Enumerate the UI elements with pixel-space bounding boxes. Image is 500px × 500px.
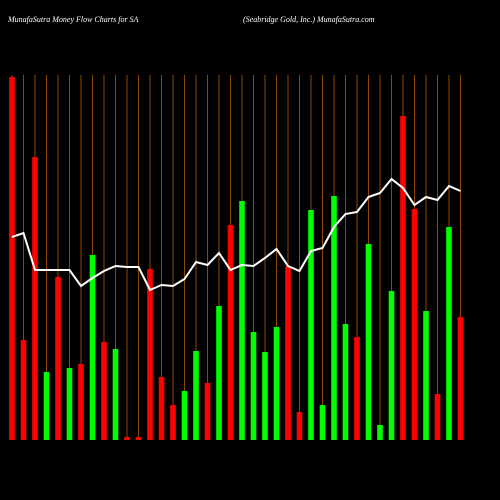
bar [365, 244, 372, 440]
bar [124, 437, 130, 440]
bar [377, 425, 383, 440]
bar [388, 291, 395, 440]
bar [227, 225, 234, 440]
bar [89, 255, 96, 440]
bar [331, 196, 337, 440]
bar [112, 349, 119, 440]
bar [446, 227, 452, 440]
bar [239, 201, 245, 440]
bar [457, 317, 464, 440]
bar [204, 383, 211, 440]
bar [32, 157, 38, 440]
bar [262, 352, 268, 440]
bar [78, 364, 84, 440]
bar [319, 405, 326, 440]
bar [216, 306, 222, 440]
chart-subtitle: (Seabridge Gold, Inc.) MunafaSutra.com [243, 15, 375, 24]
bar [20, 340, 27, 440]
bar [135, 437, 142, 440]
bar [193, 351, 199, 440]
bar [434, 394, 441, 440]
bar [296, 412, 303, 440]
bar [170, 405, 176, 440]
bar [273, 327, 280, 440]
bar [55, 277, 61, 440]
bar [43, 372, 50, 440]
bar [423, 311, 429, 440]
bar [342, 324, 349, 440]
bar [66, 368, 73, 440]
bar [147, 269, 153, 440]
bar [285, 266, 291, 440]
bar [9, 77, 15, 440]
bar [411, 209, 418, 440]
price-line [11, 177, 461, 292]
bar [308, 210, 314, 440]
bar [354, 337, 360, 440]
bar [158, 377, 165, 440]
bar [250, 332, 257, 440]
bar [400, 116, 406, 440]
bar [181, 391, 188, 440]
chart-title: MunafaSutra Money Flow Charts for SA [7, 15, 139, 24]
bar [101, 342, 107, 440]
